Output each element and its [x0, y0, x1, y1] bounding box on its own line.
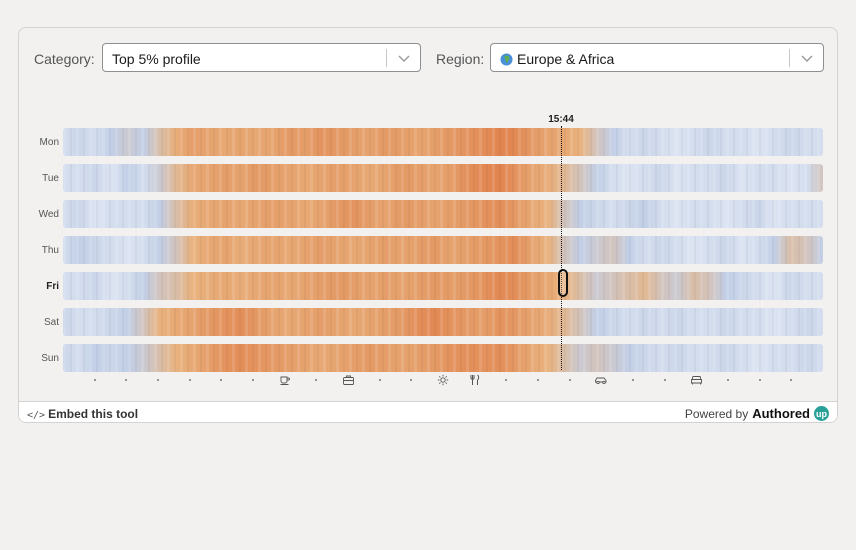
tick-dot: [790, 379, 793, 381]
day-label: Sun: [41, 353, 59, 364]
brand-name: Authored: [752, 406, 810, 421]
day-heat-bar[interactable]: [63, 128, 823, 156]
heatmap-row-mon[interactable]: Mon: [19, 128, 837, 158]
hour-tick-dot: [657, 372, 673, 388]
hour-tick-dot: [308, 372, 324, 388]
tick-dot: [505, 379, 508, 381]
heatmap-row-sun[interactable]: Sun: [19, 344, 837, 374]
day-label: Sat: [43, 317, 59, 328]
footer-bar: </> Embed this tool Powered by Authored u…: [19, 401, 837, 422]
activity-heatmap[interactable]: 15:44 Mon Tue Wed Thu Fri Sat Sun: [19, 114, 837, 394]
hour-tick-dot: [245, 372, 261, 388]
select-separator: [789, 49, 790, 67]
heatmap-row-thu[interactable]: Thu: [19, 236, 837, 266]
hour-tick-dot: [625, 372, 641, 388]
powered-by-label: Powered by: [684, 406, 749, 421]
day-heat-bar[interactable]: [63, 236, 823, 264]
day-heat-bar[interactable]: [63, 272, 823, 300]
hour-tick-dot: [403, 372, 419, 388]
day-heat-bar[interactable]: [63, 164, 823, 192]
day-heat-bar[interactable]: [63, 308, 823, 336]
day-label: Mon: [39, 137, 59, 148]
tick-dot: [758, 379, 761, 381]
tick-dot: [410, 379, 413, 381]
tick-dot: [93, 379, 96, 381]
hour-tick-dot: [498, 372, 514, 388]
current-time-label: 15:44: [548, 114, 574, 125]
hour-tick-dot: [213, 372, 229, 388]
heatmap-row-fri[interactable]: Fri: [19, 272, 837, 302]
briefcase-icon: [340, 372, 356, 388]
brand-badge: up: [814, 406, 829, 421]
chevron-down-icon[interactable]: [396, 50, 412, 66]
hour-tick-dot: [562, 372, 578, 388]
tick-dot: [727, 379, 729, 381]
day-heat-bar[interactable]: [63, 200, 823, 228]
hour-tick-dot: [150, 372, 166, 388]
sun-icon: [435, 372, 451, 388]
chevron-down-icon[interactable]: [799, 50, 815, 66]
hour-tick-dot: [530, 372, 546, 388]
hour-tick-dot: [182, 372, 198, 388]
code-icon: </>: [27, 410, 46, 421]
category-select[interactable]: Top 5% profile: [102, 43, 421, 72]
hour-tick-dot: [720, 372, 736, 388]
sofa-icon: [688, 372, 704, 388]
powered-by[interactable]: Powered by Authored up: [685, 406, 829, 421]
embed-label: Embed this tool: [48, 407, 139, 421]
heatmap-row-sat[interactable]: Sat: [19, 308, 837, 338]
tick-dot: [568, 379, 571, 381]
select-separator: [386, 49, 387, 67]
hour-axis: [63, 372, 823, 388]
current-time-marker[interactable]: [558, 269, 568, 297]
tick-dot: [632, 379, 634, 381]
region-label: Region:: [436, 51, 485, 67]
car-icon: [593, 372, 609, 388]
tick-dot: [220, 379, 223, 381]
tick-dot: [157, 379, 159, 381]
day-label: Fri: [46, 281, 59, 292]
controls-bar: Category: Top 5% profile Region: Europe …: [19, 28, 837, 88]
hour-tick-dot: [783, 372, 799, 388]
day-label: Thu: [41, 245, 59, 256]
day-label: Wed: [38, 209, 59, 220]
hour-tick-dot: [118, 372, 134, 388]
tick-dot: [188, 379, 191, 381]
day-heat-bar[interactable]: [63, 344, 823, 372]
region-value: Europe & Africa: [517, 51, 615, 67]
tick-dot: [252, 379, 254, 381]
category-label: Category:: [34, 51, 95, 67]
tick-dot: [125, 379, 128, 381]
category-value: Top 5% profile: [112, 51, 201, 67]
hour-tick-dot: [752, 372, 768, 388]
tick-dot: [378, 379, 381, 381]
tick-dot: [315, 379, 318, 381]
tick-dot: [537, 379, 539, 381]
tick-dot: [663, 379, 666, 381]
fork-knife-icon: [467, 372, 483, 388]
day-label: Tue: [42, 173, 59, 184]
heatmap-row-tue[interactable]: Tue: [19, 164, 837, 194]
hour-tick-dot: [87, 372, 103, 388]
region-select[interactable]: Europe & Africa: [490, 43, 824, 72]
heatmap-row-wed[interactable]: Wed: [19, 200, 837, 230]
region-value-wrap: Europe & Africa: [500, 51, 614, 67]
embed-link[interactable]: </> Embed this tool: [27, 407, 138, 421]
hour-tick-dot: [372, 372, 388, 388]
current-time-line: [561, 126, 562, 370]
tool-card: Category: Top 5% profile Region: Europe …: [18, 27, 838, 423]
coffee-cup-icon: [277, 372, 293, 388]
globe-icon: [500, 53, 513, 66]
